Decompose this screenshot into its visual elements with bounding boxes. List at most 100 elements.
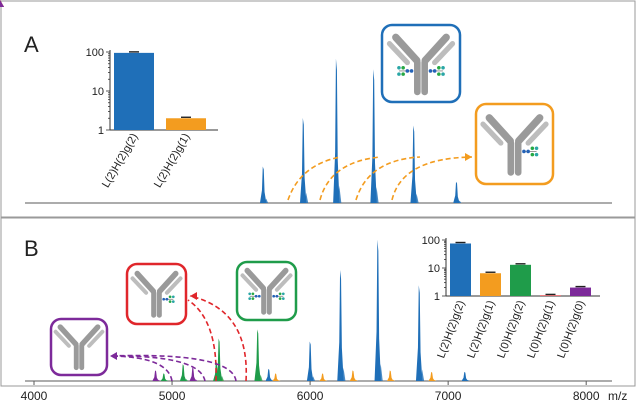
purple-arrow-3 bbox=[109, 354, 237, 382]
antibody-glycan-1-icon-glycan-0-residue-5 bbox=[171, 300, 175, 303]
panel-b-inset-ytick-label-0: 100 bbox=[422, 235, 440, 247]
panel-b-inset-cat-label-4: L(0)H(2)g(0) bbox=[555, 299, 587, 360]
antibody-glycan-1-icon-right-light-chain bbox=[164, 276, 183, 295]
antibody-glycan-2-icon-glycan-1-residue-4 bbox=[397, 66, 401, 70]
panel-a-peak-0 bbox=[259, 166, 267, 203]
panel-a-inset-bar-1 bbox=[166, 118, 206, 130]
panel-b-peak-10 bbox=[306, 341, 314, 381]
x-tick-label-1: 5000 bbox=[159, 389, 186, 403]
panel-b-x-axis: 4000 5000 6000 7000 8000 m/z bbox=[21, 381, 627, 403]
panel-a-peak-4 bbox=[410, 125, 417, 203]
panel-b-inset-bar-2 bbox=[510, 264, 531, 296]
panel-a-peak-shoulder-1 bbox=[304, 192, 309, 203]
panel-a-peak-shoulder-2 bbox=[337, 185, 342, 203]
antibody-no-glycan-icon bbox=[49, 317, 109, 377]
antibody-glycan-1-icon-right-heavy-arm bbox=[156, 270, 179, 295]
antibody-glycan-2-icon-glycan-0-residue-4 bbox=[441, 66, 445, 70]
panel-b-inset-bar-0 bbox=[450, 243, 471, 296]
panel-b-peak-shoulder-12 bbox=[341, 367, 346, 381]
panel-b-peak-shoulder-17 bbox=[433, 379, 437, 381]
antibody-glycan-2-icon-glycan-0-residue-1 bbox=[432, 69, 437, 73]
purple-arrow-3-head bbox=[110, 352, 117, 360]
panel-b-inset-bar-4 bbox=[570, 287, 591, 296]
panel-b-peak-14 bbox=[374, 239, 381, 381]
antibody-glycan-1-icon-glycan-0-residue-5 bbox=[534, 152, 539, 157]
antibody-icons bbox=[49, 23, 555, 377]
antibody-glycan-2-icon-right-light-chain bbox=[274, 273, 293, 292]
panel-b-peak-13 bbox=[349, 370, 357, 381]
panel-a-peak-3 bbox=[370, 69, 377, 204]
panel-b-peak-shoulder-0 bbox=[156, 379, 161, 381]
antibody-glycan-1-icon-left-heavy-arm bbox=[485, 114, 514, 145]
antibody-glycan-1-icon-glycan-0-residue-4 bbox=[171, 295, 175, 299]
antibody-glycan-2-icon-right-light-chain bbox=[432, 41, 456, 66]
antibody-glycan-2-icon-glycan-1-residue-4 bbox=[248, 292, 252, 296]
antibody-glycan-2-icon-right-heavy-arm bbox=[421, 33, 450, 65]
antibody-glycan-2-icon-glycan-0-residue-4 bbox=[281, 292, 285, 296]
panel-b-peak-7 bbox=[254, 329, 261, 381]
orange-arrow-2 bbox=[319, 156, 381, 201]
antibody-glycan-1-icon-glycan-0-residue-2 bbox=[530, 146, 535, 151]
antibody-glycan-2-icon-glycan-1-residue-0 bbox=[257, 294, 261, 298]
antibody-glycan-1-icon-glycan-0-residue-0 bbox=[522, 149, 526, 154]
panel-b-peak-18 bbox=[461, 371, 468, 381]
orange-arrow-1 bbox=[287, 156, 341, 201]
panel-b-peak-shoulder-6 bbox=[220, 375, 224, 381]
antibody-glycan-1-icon-glycan-0-residue-1 bbox=[165, 297, 169, 301]
antibody-glycan-2-icon-glycan-1-residue-3 bbox=[401, 72, 405, 76]
antibody-glycan-1-icon-left-heavy-arm bbox=[134, 270, 157, 295]
panel-b-peak-shoulder-3 bbox=[194, 379, 198, 381]
antibody-no-glycan-icon-right-heavy-arm bbox=[79, 324, 101, 347]
panel-a-inset-cat-label-1: L(2)H(2)g(1) bbox=[152, 132, 193, 190]
panel-a-peak-shoulder-0 bbox=[264, 198, 269, 203]
panel-b-peak-shoulder-15 bbox=[391, 379, 396, 381]
panel-b-peak-6 bbox=[215, 338, 223, 381]
antibody-glycan-2-icon bbox=[235, 260, 298, 322]
panel-a-inset-ytick-label-1: 10 bbox=[92, 86, 104, 98]
panel-b-peak-shoulder-18 bbox=[466, 379, 470, 381]
antibody-glycan-1-icon-right-heavy-arm bbox=[515, 114, 544, 145]
panel-b-peak-12 bbox=[337, 270, 344, 381]
x-unit-label: m/z bbox=[608, 389, 627, 403]
panel-b-peak-shoulder-9 bbox=[277, 380, 281, 381]
panel-b-peak-shoulder-10 bbox=[311, 376, 316, 381]
panel-b-peak-shoulder-13 bbox=[354, 379, 358, 381]
panel-a-peak-shoulder-4 bbox=[415, 193, 419, 203]
antibody-glycan-1-icon-glycan-0-residue-2 bbox=[168, 295, 172, 299]
antibody-glycan-2-icon-glycan-0-residue-1 bbox=[275, 294, 279, 298]
panel-b-inset-bar-chart: 100 10 1L(2)H(2)g(2)L(2)H(2)g(1) L(0)H(2)g(… bbox=[422, 235, 600, 360]
panel-b-peak-shoulder-11 bbox=[324, 380, 328, 381]
panel-a-peak-1 bbox=[299, 117, 307, 203]
x-tick-label-4: 8000 bbox=[573, 389, 600, 403]
antibody-glycan-2-icon-glycan-1-residue-5 bbox=[248, 297, 252, 300]
antibody-glycan-1-icon-glycan-0-residue-1 bbox=[526, 149, 530, 154]
panel-b-peak-3 bbox=[189, 367, 196, 381]
panel-b-inset-cat-label-1: L(2)H(2)g(1) bbox=[465, 299, 497, 360]
antibody-glycan-2-icon-glycan-1-residue-0 bbox=[409, 69, 414, 73]
panel-b-peak-shoulder-7 bbox=[259, 374, 263, 381]
orange-arrow-4-head bbox=[465, 153, 472, 161]
orange-arrow-4 bbox=[391, 156, 473, 201]
panel-a-spectrum bbox=[25, 58, 612, 204]
antibody-no-glycan-icon-left-light-chain bbox=[53, 329, 71, 348]
panel-a-inset-ytick-label-0: 100 bbox=[86, 47, 104, 59]
antibody-glycan-2-icon-glycan-0-residue-3 bbox=[278, 297, 282, 300]
panel-b-inset-ytick-label-1: 10 bbox=[428, 263, 440, 275]
antibody-glycan-1-icon-glycan-0-residue-3 bbox=[530, 152, 535, 157]
panel-a-frame bbox=[0, 0, 636, 218]
antibody-glycan-2-icon-glycan-1-residue-5 bbox=[397, 72, 401, 76]
antibody-glycan-2-icon-glycan-0-residue-3 bbox=[437, 72, 441, 76]
panel-b-peak-shoulder-16 bbox=[420, 369, 425, 381]
antibody-glycan-2-icon-glycan-0-residue-5 bbox=[441, 72, 445, 76]
panel-b-peak-0 bbox=[152, 370, 159, 381]
antibody-no-glycan-icon-right-light-chain bbox=[87, 329, 105, 348]
antibody-glycan-2-icon-glycan-1-residue-2 bbox=[251, 292, 255, 296]
panel-b-inset-ytick-label-2: 1 bbox=[434, 291, 440, 303]
panel-b-peak-shoulder-1 bbox=[165, 380, 169, 381]
panel-b-peak-8 bbox=[265, 368, 272, 381]
panel-b-inset-cat-label-0: L(2)H(2)g(2) bbox=[435, 299, 467, 360]
panel-b-label: B bbox=[24, 236, 39, 261]
antibody-glycan-2-icon-glycan-1-residue-3 bbox=[251, 297, 255, 300]
antibody-glycan-2-icon-glycan-1-residue-1 bbox=[254, 294, 258, 298]
x-tick-label-3: 7000 bbox=[435, 389, 462, 403]
